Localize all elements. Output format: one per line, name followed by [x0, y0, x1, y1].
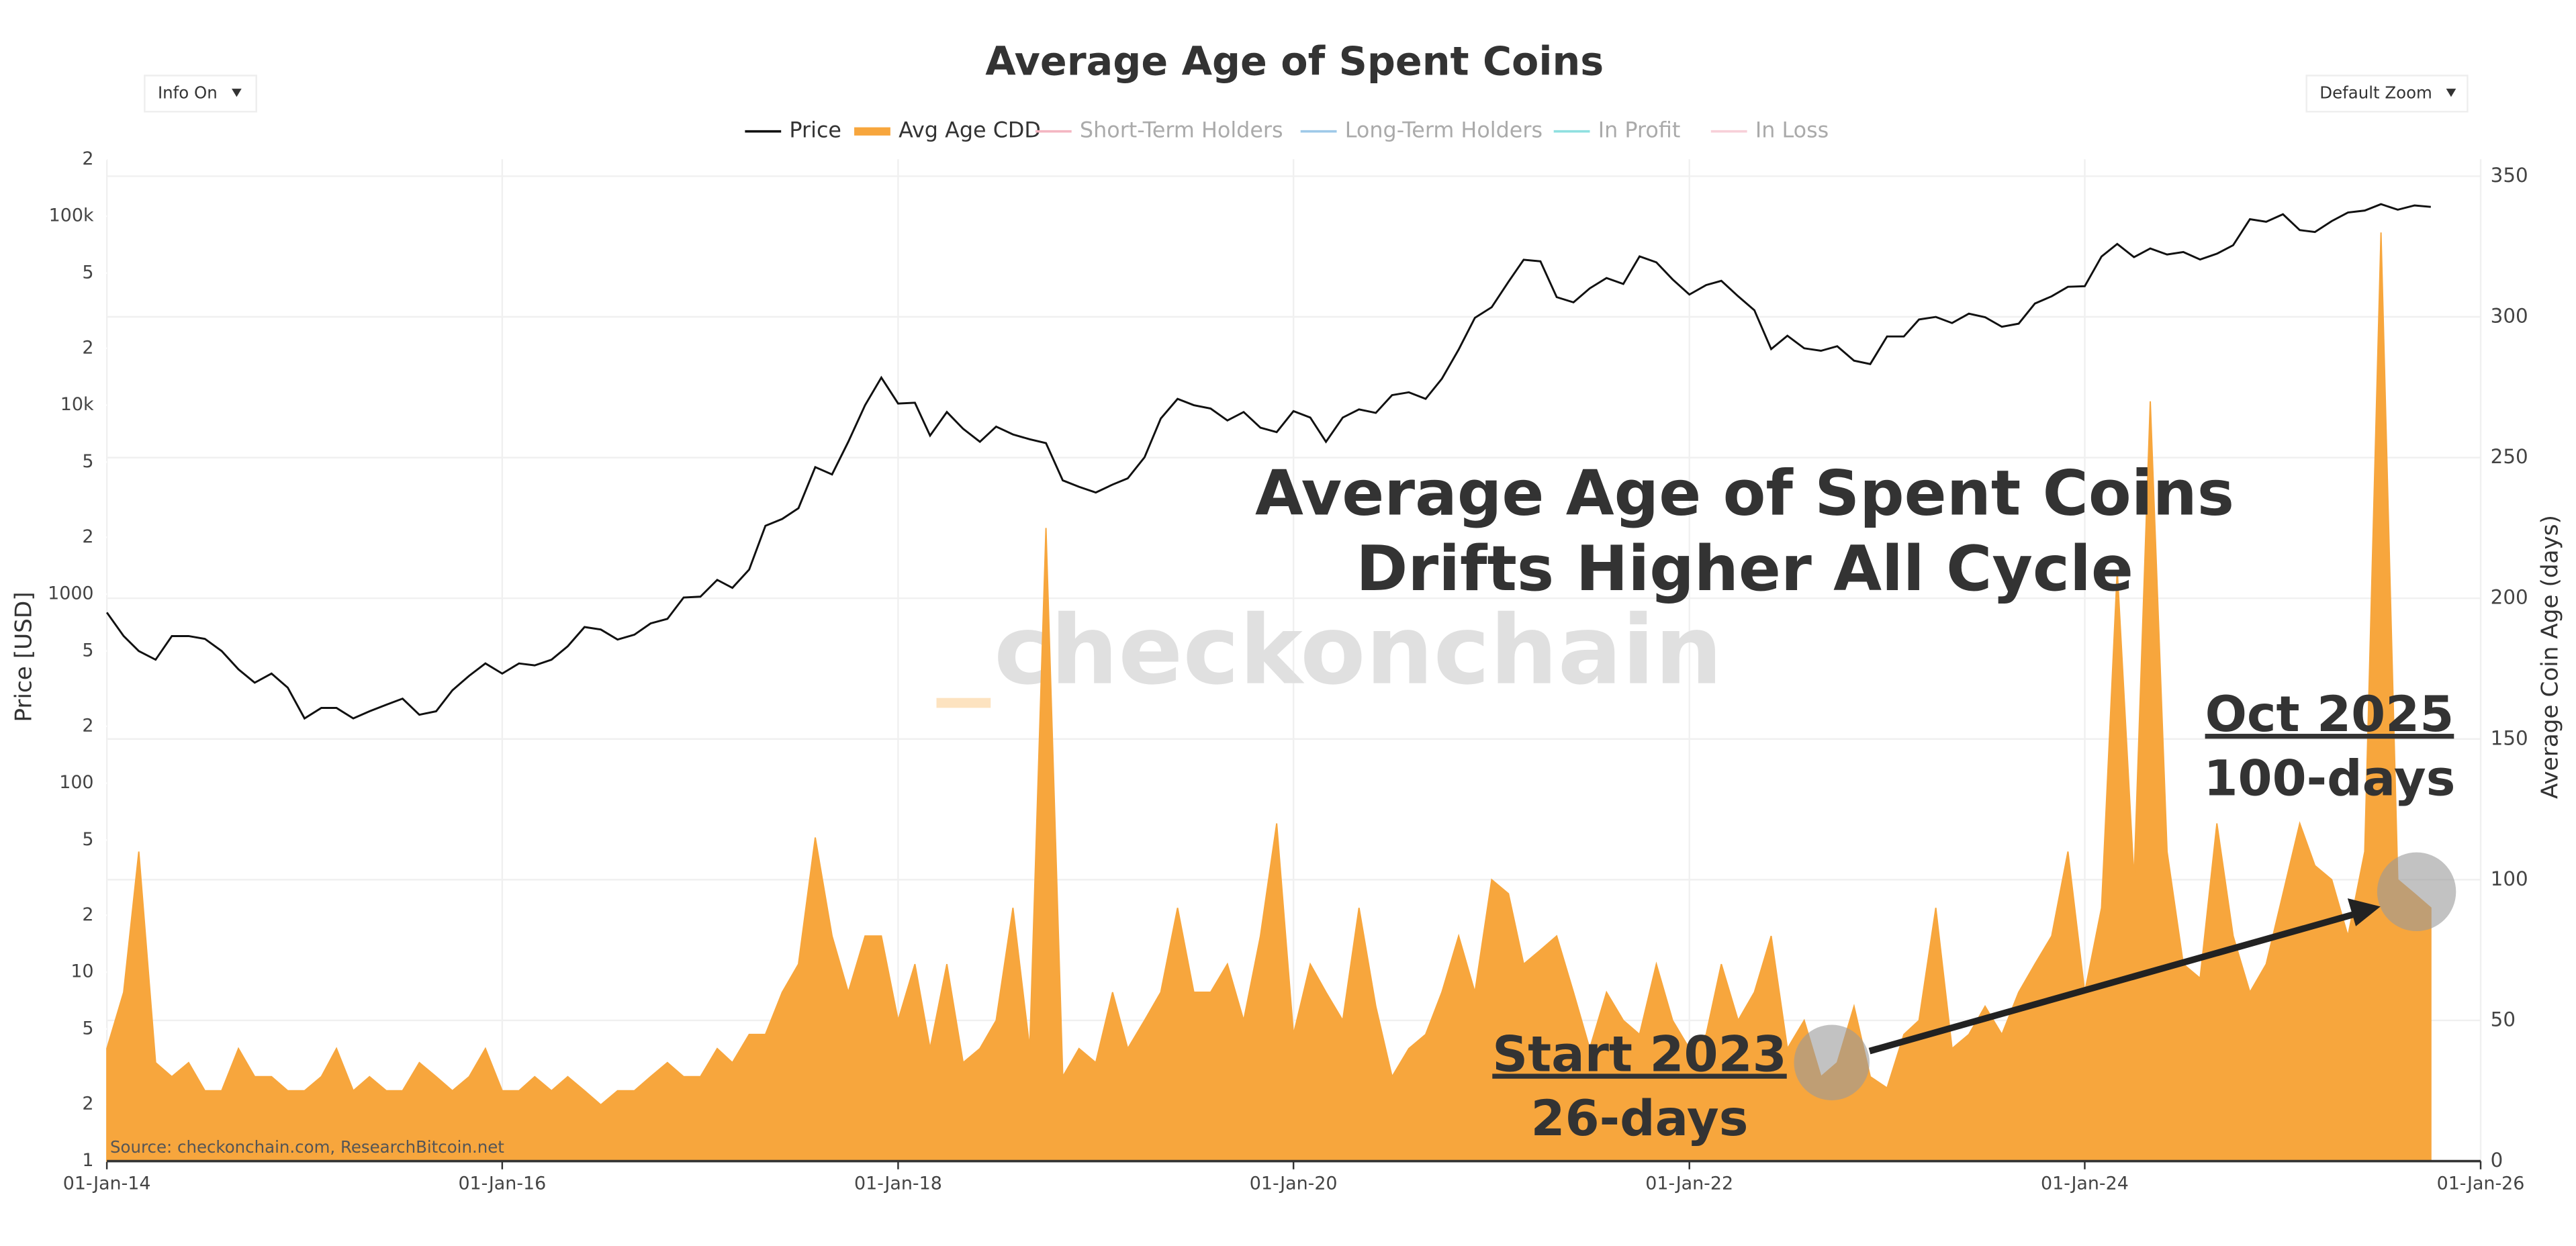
watermark: checkonchain — [994, 595, 1722, 706]
start-annotation: 26-days — [1531, 1090, 1749, 1147]
y2-tick-label: 350 — [2491, 164, 2528, 187]
source: Source: checkonchain.com, ResearchBitcoi… — [110, 1137, 504, 1157]
end-annotation: Oct 2025 — [2205, 686, 2454, 743]
highlight-circle — [1794, 1024, 1870, 1101]
y2-axis-label: Average Coin Age (days) — [2537, 515, 2564, 799]
legend-label[interactable]: Price — [789, 118, 841, 143]
legend-label[interactable]: Long-Term Holders — [1345, 118, 1543, 143]
zoom-control-label[interactable]: Default Zoom — [2319, 83, 2432, 102]
dropdown-arrow — [232, 89, 242, 97]
y-tick-label: 1000 — [48, 583, 93, 604]
marks — [105, 203, 2432, 1162]
end-annotation: 100-days — [2203, 750, 2455, 807]
info-control-label[interactable]: Info On — [158, 83, 218, 102]
zoom-control[interactable] — [2305, 75, 2469, 113]
x-tick-label: 01-Jan-14 — [63, 1173, 151, 1194]
x-tick-label: 01-Jan-22 — [1645, 1173, 1733, 1194]
chart-title: Average Age of Spent Coins — [985, 39, 1604, 85]
highlight-circle — [2377, 852, 2456, 932]
legend: Price Avg Age CDD Short-Term Holders Long-T… — [745, 118, 1829, 143]
y-tick-label: 100 — [59, 772, 93, 793]
y-tick-label: 2 — [82, 1093, 93, 1114]
age-area — [106, 232, 2432, 1162]
headline-annotation: Average Age of Spent Coins — [1255, 457, 2234, 530]
start-annotation: Start 2023 — [1492, 1026, 1786, 1083]
x-tick-label: 01-Jan-24 — [2041, 1173, 2129, 1194]
y-tick-label: 2 — [82, 715, 93, 736]
y-tick-label: 2 — [82, 148, 93, 169]
y-tick-label: 5 — [82, 829, 93, 850]
y-tick-label: 2 — [82, 526, 93, 547]
price-line — [105, 203, 2431, 720]
legend-label[interactable]: Short-Term Holders — [1080, 118, 1283, 143]
watermark-underscore — [936, 698, 991, 708]
legend-label[interactable]: In Profit — [1598, 118, 1681, 143]
y-axis-label: Price [USD] — [10, 591, 37, 722]
y-tick-label: 5 — [82, 451, 93, 472]
x-tick-label: 01-Jan-16 — [458, 1173, 546, 1194]
y-tick-label: 10k — [60, 394, 94, 415]
y2-tick-label: 200 — [2491, 586, 2528, 609]
y-tick-label: 10 — [71, 961, 93, 982]
arrow — [1868, 911, 2354, 1055]
y-tick-label: 2 — [82, 904, 93, 925]
y-tick-label: 5 — [82, 640, 93, 661]
y2-tick-label: 0 — [2491, 1149, 2503, 1171]
y-tick-label: 2 — [82, 337, 93, 358]
y2-tick-label: 50 — [2491, 1008, 2516, 1031]
y-tick-label: 5 — [82, 1018, 93, 1039]
y-tick-label: 100k — [49, 205, 94, 226]
dropdown-arrow — [2446, 89, 2456, 97]
legend-label[interactable]: In Loss — [1755, 118, 1829, 143]
y-tick-label: 5 — [82, 262, 93, 283]
y2-tick-label: 100 — [2491, 867, 2528, 890]
y2-tick-label: 250 — [2491, 445, 2528, 468]
grid: 01-Jan-14 01-Jan-16 01-Jan-18 01-Jan-20 01-J… — [48, 148, 2528, 1194]
x-tick-label: 01-Jan-20 — [1250, 1173, 1338, 1194]
y-tick-label: 1 — [82, 1150, 93, 1171]
x-tick-label: 01-Jan-18 — [854, 1173, 942, 1194]
arrow-head — [2347, 898, 2381, 926]
legend-label[interactable]: Avg Age CDD — [899, 118, 1041, 143]
x-tick-label: 01-Jan-26 — [2437, 1173, 2525, 1194]
y2-tick-label: 150 — [2491, 726, 2528, 749]
y2-tick-label: 300 — [2491, 305, 2528, 328]
headline-annotation: Drifts Higher All Cycle — [1356, 532, 2133, 605]
